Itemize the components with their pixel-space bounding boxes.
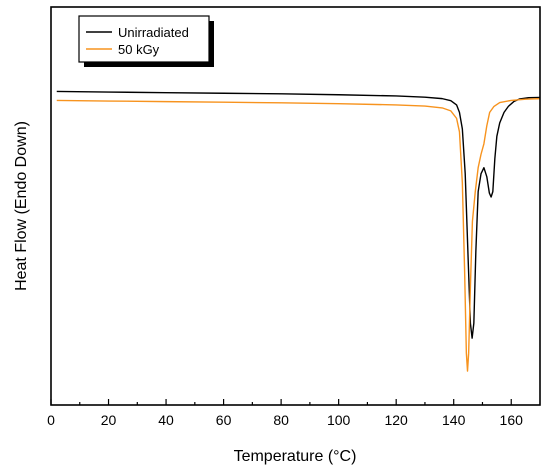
- x-tick-label: 40: [158, 412, 174, 428]
- x-axis-title: Temperature (°C): [234, 448, 357, 465]
- x-tick-label: 80: [273, 412, 289, 428]
- x-tick-label: 140: [442, 412, 466, 428]
- x-tick-label: 100: [327, 412, 351, 428]
- series-layer: [56, 90, 541, 372]
- legend-label-unirradiated: Unirradiated: [118, 25, 189, 40]
- x-tick-label: 60: [216, 412, 232, 428]
- x-tick-label: 120: [384, 412, 408, 428]
- x-tick-label: 0: [47, 412, 55, 428]
- x-tick-label: 160: [500, 412, 524, 428]
- legend-label-50-kgy: 50 kGy: [118, 42, 160, 57]
- y-axis-title: Heat Flow (Endo Down): [13, 121, 30, 291]
- legend: Unirradiated 50 kGy: [78, 15, 214, 67]
- legend-box: [78, 15, 210, 63]
- series-line-unirradiated: [56, 90, 541, 339]
- x-tick-label: 20: [101, 412, 117, 428]
- x-axis-ticks: 0 20 40 60 80 100 120 140 160: [47, 399, 523, 428]
- series-line-50-kgy: [56, 97, 541, 372]
- plot-frame: [50, 6, 541, 406]
